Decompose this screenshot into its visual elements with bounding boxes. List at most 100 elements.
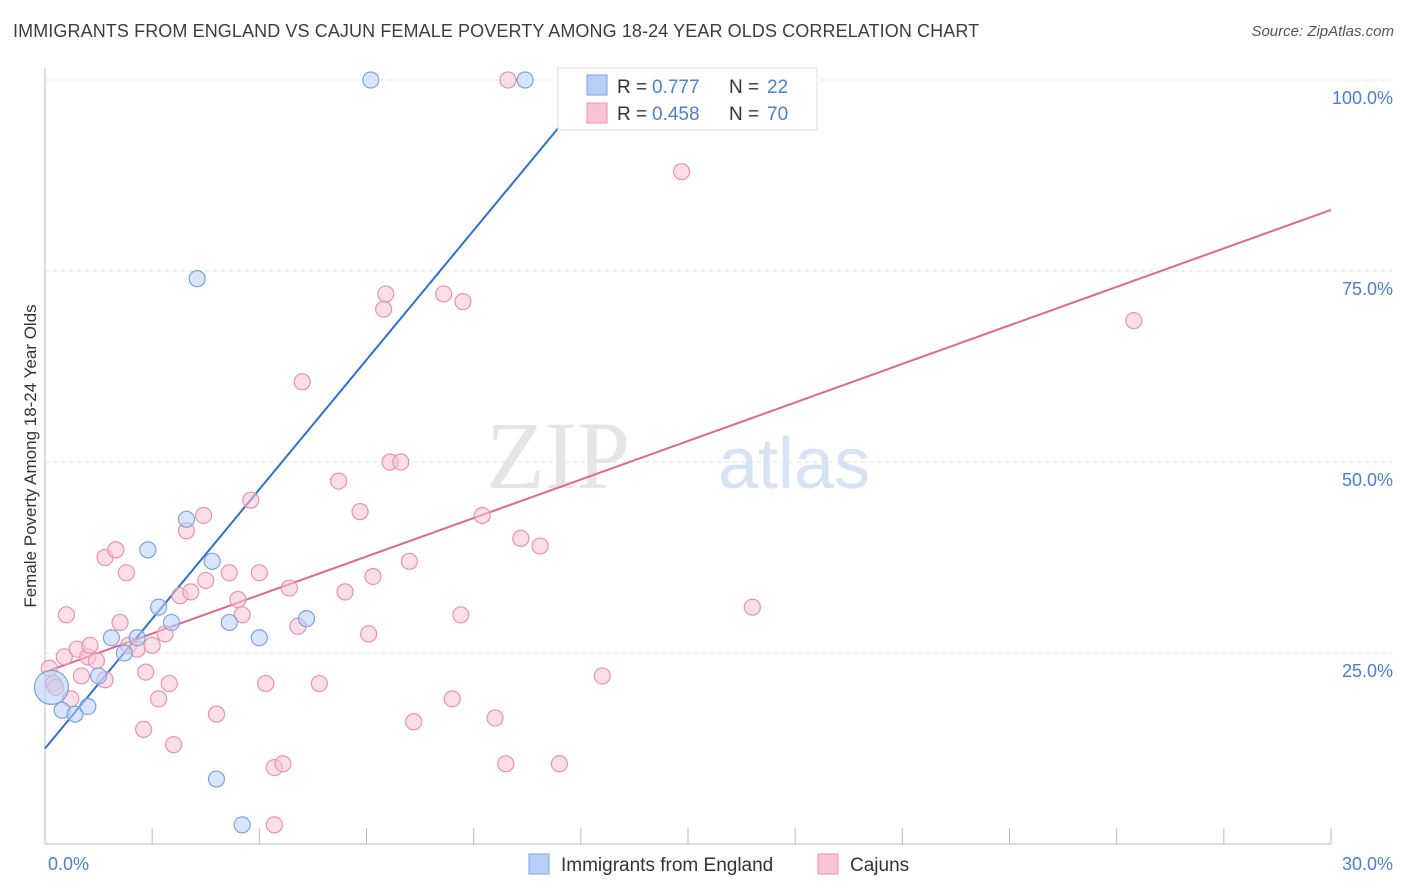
point-england[interactable] <box>220 613 238 632</box>
point-cajun[interactable] <box>87 652 106 670</box>
series-cajuns <box>40 71 1143 834</box>
point-cajun[interactable] <box>280 579 298 597</box>
point-cajun[interactable] <box>550 755 569 773</box>
point-cajun[interactable] <box>165 736 183 754</box>
point-england[interactable] <box>177 510 196 528</box>
point-cajun[interactable] <box>405 713 423 731</box>
legend-r-label-england: R = <box>617 77 647 98</box>
point-cajun[interactable] <box>336 583 354 601</box>
point-cajun[interactable] <box>143 636 161 654</box>
point-england[interactable] <box>115 644 133 662</box>
point-england[interactable] <box>79 697 97 716</box>
point-cajun[interactable] <box>233 606 251 624</box>
point-cajun[interactable] <box>512 529 530 548</box>
point-cajun[interactable] <box>242 491 260 509</box>
point-cajun[interactable] <box>400 552 418 570</box>
point-cajun[interactable] <box>454 292 472 311</box>
legend-swatch-england <box>586 74 608 96</box>
watermark: ZIP atlas <box>486 402 870 509</box>
point-cajun[interactable] <box>182 583 200 601</box>
y-tick-label: 50.0% <box>1342 470 1393 490</box>
point-cajun[interactable] <box>220 564 238 582</box>
point-cajun[interactable] <box>392 453 410 471</box>
point-england[interactable] <box>233 816 251 834</box>
point-cajun[interactable] <box>377 285 395 303</box>
point-england[interactable] <box>362 71 380 89</box>
stats-legend: R = 0.777 N = 22 R = 0.458 N = 70 <box>557 67 818 131</box>
point-cajun[interactable] <box>160 674 178 693</box>
point-cajun[interactable] <box>195 506 213 525</box>
point-cajun[interactable] <box>351 503 369 521</box>
point-england[interactable] <box>207 770 226 788</box>
point-cajun[interactable] <box>375 300 393 318</box>
point-cajun[interactable] <box>330 472 348 490</box>
point-cajun[interactable] <box>531 537 549 555</box>
point-england[interactable] <box>89 667 108 685</box>
point-england[interactable] <box>250 629 268 647</box>
point-cajun[interactable] <box>257 674 275 693</box>
point-cajun[interactable] <box>111 613 129 632</box>
y-tick-labels: 25.0% 50.0% 75.0% 100.0% <box>1332 88 1393 681</box>
point-cajun[interactable] <box>743 598 761 616</box>
point-cajun[interactable] <box>499 71 517 89</box>
point-england[interactable] <box>66 705 84 723</box>
point-cajun[interactable] <box>443 690 461 708</box>
point-england[interactable] <box>297 610 316 628</box>
point-cajun[interactable] <box>137 663 155 681</box>
point-cajun[interactable] <box>452 606 470 624</box>
series-legend-swatch-england[interactable] <box>528 853 550 875</box>
point-cajun[interactable] <box>497 755 515 773</box>
point-england[interactable] <box>149 598 168 616</box>
point-cajun[interactable] <box>435 285 453 303</box>
point-cajun[interactable] <box>310 674 328 693</box>
chart-title: IMMIGRANTS FROM ENGLAND VS CAJUN FEMALE … <box>13 21 980 41</box>
point-cajun[interactable] <box>486 709 504 727</box>
series-legend-label-england[interactable]: Immigrants from England <box>561 855 773 876</box>
point-cajun[interactable] <box>107 541 125 559</box>
series-england <box>33 71 676 834</box>
point-cajun[interactable] <box>672 163 691 181</box>
point-cajun[interactable] <box>364 567 382 586</box>
point-cajun[interactable] <box>293 373 311 391</box>
point-england[interactable] <box>128 629 146 647</box>
point-cajun[interactable] <box>57 606 76 624</box>
series-legend-label-cajun[interactable]: Cajuns <box>850 855 909 876</box>
point-england[interactable] <box>188 270 206 288</box>
point-cajun[interactable] <box>55 648 73 666</box>
point-england[interactable] <box>162 613 181 632</box>
point-cajun[interactable] <box>274 755 292 773</box>
y-tick-label: 75.0% <box>1342 279 1393 299</box>
legend-n-label-england: N = <box>729 77 759 98</box>
y-tick-label: 25.0% <box>1342 661 1393 681</box>
watermark-atlas: atlas <box>718 424 870 504</box>
point-england[interactable] <box>516 71 534 89</box>
point-cajun[interactable] <box>593 667 611 685</box>
point-cajun[interactable] <box>72 667 91 685</box>
point-england[interactable] <box>102 629 121 647</box>
point-cajun[interactable] <box>134 720 153 739</box>
legend-r-label-cajun: R = <box>617 104 647 125</box>
point-cajun[interactable] <box>149 690 168 708</box>
point-cajun[interactable] <box>1125 312 1143 330</box>
legend-n-label-cajun: N = <box>729 104 759 125</box>
point-england[interactable] <box>203 552 221 570</box>
x-tick-label-max: 30.0% <box>1342 854 1393 874</box>
legend-n-value-england: 22 <box>767 77 788 98</box>
point-cajun[interactable] <box>265 816 283 834</box>
legend-swatch-cajun <box>586 102 608 124</box>
point-england[interactable] <box>139 541 157 559</box>
watermark-zip: ZIP <box>486 402 630 509</box>
x-tick-label-min: 0.0% <box>48 854 89 874</box>
point-cajun[interactable] <box>81 636 99 654</box>
point-cajun[interactable] <box>197 571 215 590</box>
series-legend-swatch-cajun[interactable] <box>817 853 839 875</box>
point-cajun[interactable] <box>360 625 378 643</box>
point-cajun[interactable] <box>229 590 247 609</box>
point-cajun[interactable] <box>207 705 226 723</box>
point-cajun[interactable] <box>250 564 268 582</box>
gridlines <box>45 79 1392 654</box>
point-cajun[interactable] <box>117 564 136 582</box>
point-england[interactable] <box>33 669 70 705</box>
point-cajun[interactable] <box>473 506 491 525</box>
